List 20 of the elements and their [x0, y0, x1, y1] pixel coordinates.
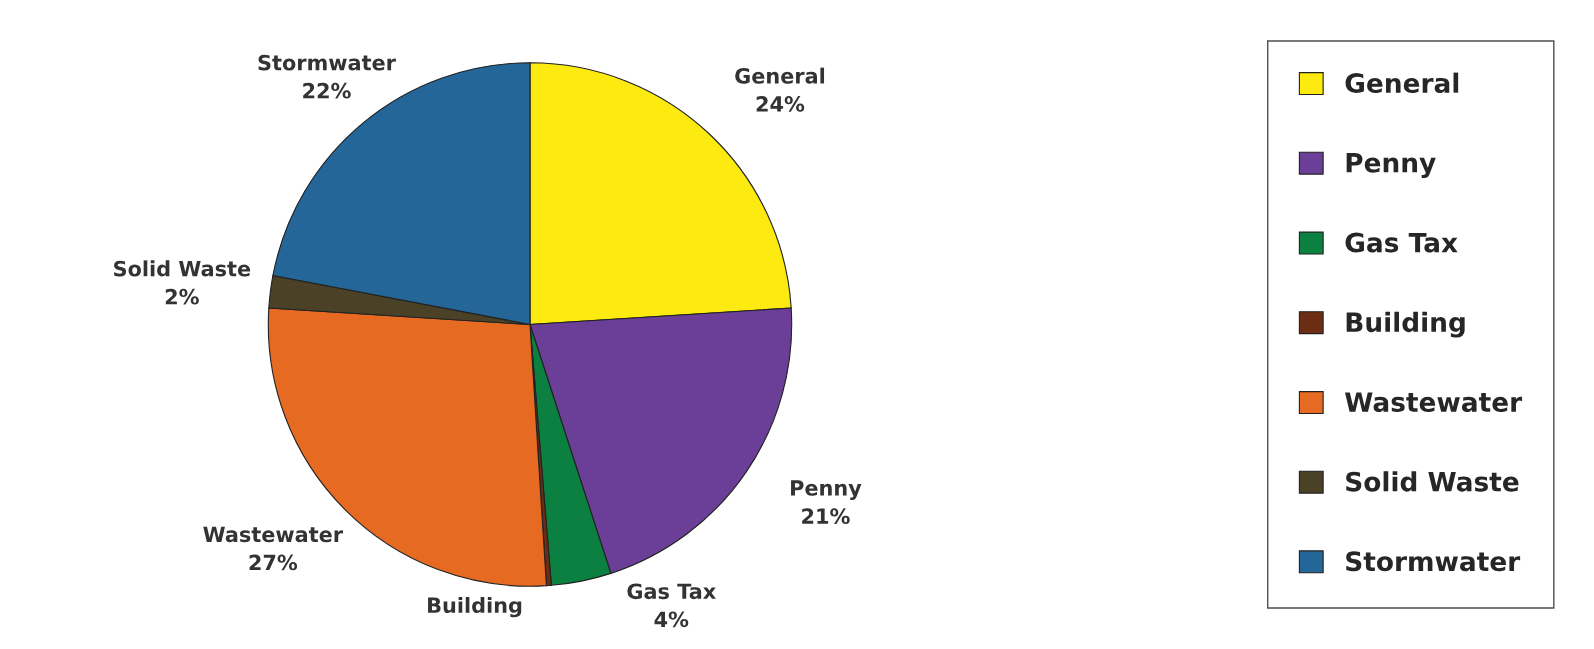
category-label: Building — [428, 596, 522, 618]
data-label: 22% — [303, 82, 351, 99]
slice-label: General — [735, 67, 825, 84]
slice-label: Gas Tax — [627, 583, 716, 600]
data-label: 2% — [165, 288, 199, 305]
legend-label: Solid Waste — [1346, 471, 1519, 492]
slice-label: Wastewater — [203, 526, 343, 543]
data-label: 21% — [802, 508, 850, 525]
legend-label: Wastewater — [1345, 392, 1523, 413]
legend-label: Stormwater — [1346, 551, 1521, 572]
slice-label: Penny — [791, 480, 862, 500]
data-label: 24% — [756, 96, 805, 112]
slice-label: Stormwater — [258, 54, 396, 71]
legend-label: Gas Tax — [1345, 232, 1458, 253]
data-label: 27% — [249, 554, 298, 571]
legend-label: Penny — [1346, 153, 1436, 178]
slice-label: Solid Waste — [114, 260, 251, 277]
legend-label: Building — [1346, 311, 1465, 338]
legend-label: General — [1345, 72, 1459, 94]
data-label: 4% — [654, 611, 689, 628]
